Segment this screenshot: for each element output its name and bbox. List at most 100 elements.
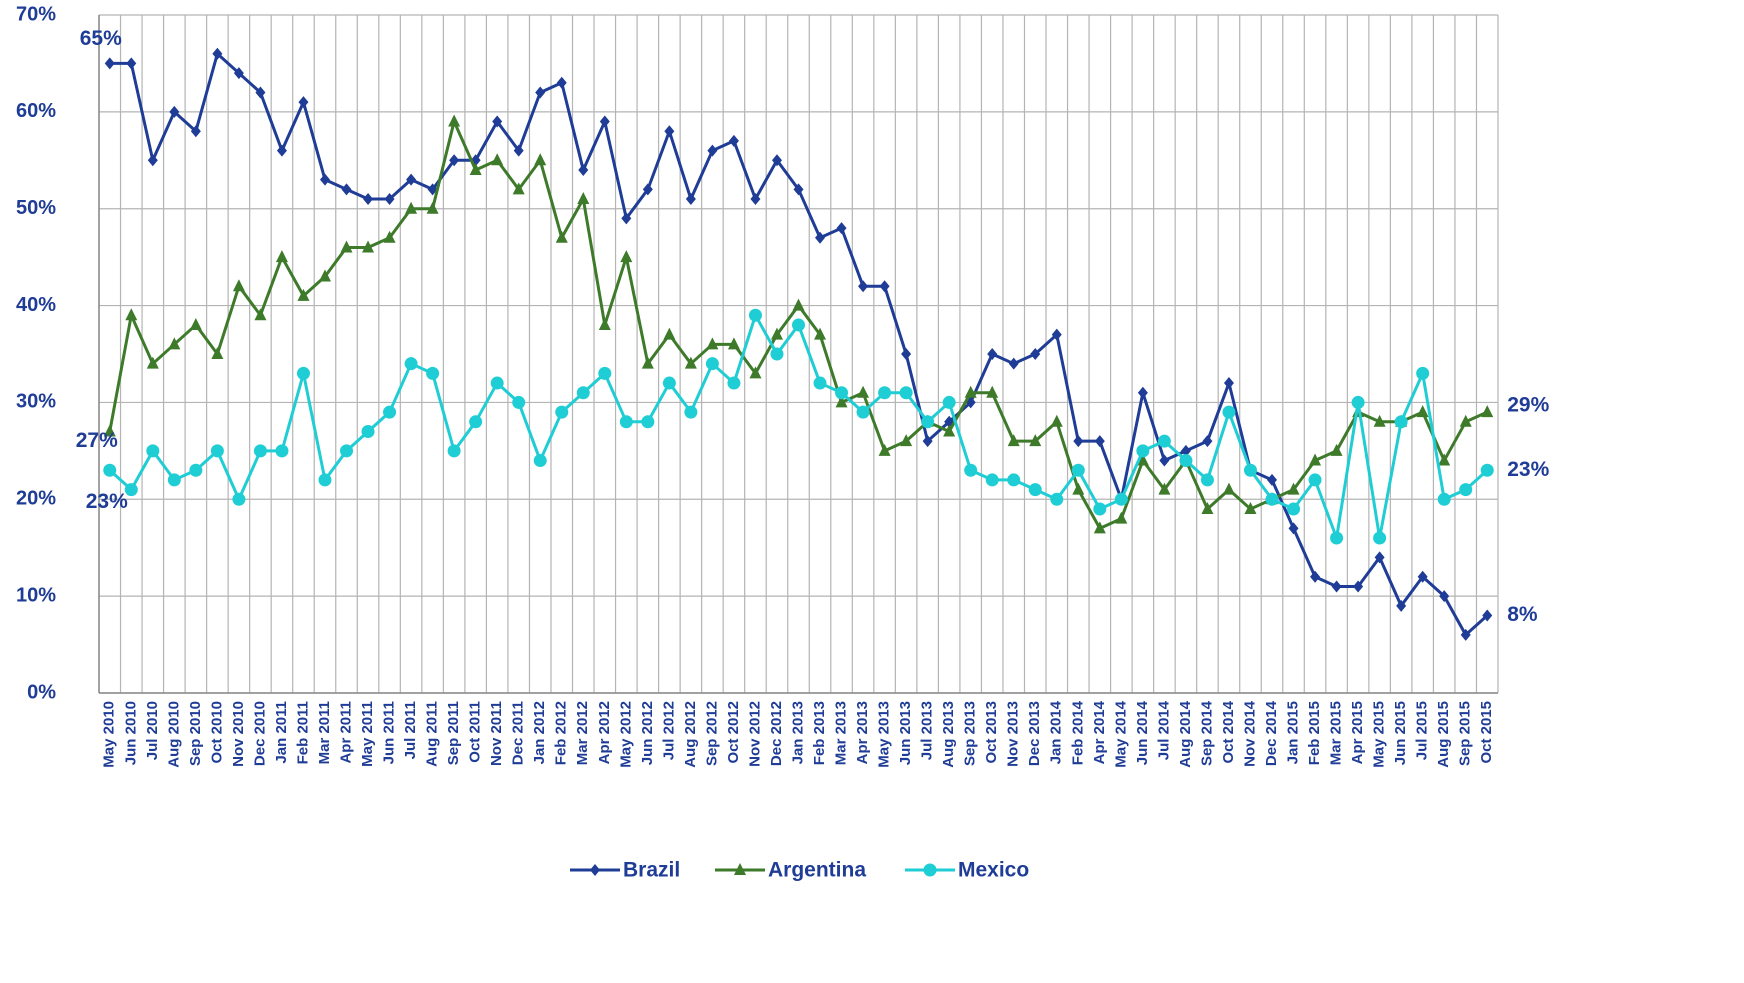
x-tick-label: Mar 2013 <box>833 701 850 765</box>
marker <box>1136 453 1149 466</box>
marker <box>641 356 654 369</box>
marker <box>426 366 440 380</box>
marker <box>1331 580 1342 593</box>
marker <box>168 337 181 350</box>
marker <box>1309 453 1322 466</box>
marker <box>1202 435 1213 448</box>
marker <box>1351 395 1365 409</box>
marker <box>857 385 870 398</box>
marker <box>1137 386 1148 399</box>
marker <box>125 308 138 321</box>
marker <box>706 337 719 350</box>
data-label: 65% <box>80 27 122 50</box>
marker <box>513 144 524 157</box>
marker <box>662 376 676 390</box>
marker <box>899 386 913 400</box>
marker <box>146 444 160 458</box>
marker <box>491 153 504 166</box>
x-tick-label: Jul 2015 <box>1414 701 1431 760</box>
marker <box>1201 501 1214 514</box>
marker <box>103 463 117 477</box>
x-tick-label: Jan 2011 <box>273 701 290 764</box>
marker <box>621 212 632 225</box>
x-tick-label: Jun 2015 <box>1392 701 1409 765</box>
marker <box>533 454 547 468</box>
marker <box>1265 492 1279 506</box>
marker <box>103 424 116 437</box>
marker <box>124 483 138 497</box>
marker <box>1310 570 1321 583</box>
marker <box>1093 521 1106 534</box>
marker <box>169 105 180 118</box>
marker <box>598 317 611 330</box>
marker <box>879 280 890 293</box>
x-tick-label: Feb 2011 <box>294 701 311 764</box>
marker <box>275 444 289 458</box>
marker <box>189 317 202 330</box>
marker <box>1394 415 1408 429</box>
marker <box>1180 444 1191 457</box>
marker <box>835 395 848 408</box>
marker <box>384 193 395 206</box>
x-tick-label: Apr 2015 <box>1349 701 1366 764</box>
marker <box>923 863 937 877</box>
x-tick-label: Dec 2014 <box>1263 700 1280 766</box>
marker <box>1287 502 1301 516</box>
marker <box>1287 482 1300 495</box>
legend-item: Mexico <box>905 859 1029 882</box>
legend-item: Brazil <box>570 859 680 882</box>
marker <box>813 376 827 390</box>
x-tick-label: Aug 2011 <box>424 701 441 767</box>
x-tick-label: Oct 2013 <box>983 701 1000 764</box>
marker <box>535 86 546 99</box>
x-tick-label: Oct 2014 <box>1220 700 1237 763</box>
marker <box>232 492 246 506</box>
x-tick-label: Jun 2010 <box>122 701 139 765</box>
marker <box>1115 511 1128 524</box>
marker <box>707 144 718 157</box>
marker <box>146 356 159 369</box>
x-tick-label: Jul 2014 <box>1155 700 1172 760</box>
marker <box>447 444 461 458</box>
marker <box>512 182 525 195</box>
x-tick-label: Jan 2014 <box>1048 700 1065 764</box>
marker <box>340 444 354 458</box>
x-tick-label: May 2015 <box>1371 701 1388 768</box>
x-tick-label: Jan 2013 <box>789 701 806 764</box>
x-tick-label: Dec 2010 <box>251 701 268 766</box>
x-tick-label: Jan 2012 <box>531 701 548 764</box>
x-tick-label: Nov 2010 <box>230 701 247 767</box>
marker <box>577 192 590 205</box>
marker <box>878 443 891 456</box>
y-tick-label: 10% <box>16 584 56 606</box>
marker <box>190 125 201 138</box>
legend-item: Argentina <box>715 859 866 882</box>
y-tick-label: 50% <box>16 197 56 219</box>
marker <box>1373 414 1386 427</box>
marker <box>792 318 805 332</box>
data-label: 8% <box>1507 603 1538 626</box>
marker <box>792 298 805 311</box>
marker <box>189 463 203 477</box>
marker <box>1459 414 1472 427</box>
marker <box>276 144 287 157</box>
marker <box>771 154 782 167</box>
x-tick-label: Jun 2012 <box>639 701 656 765</box>
x-tick-label: Oct 2010 <box>208 701 225 764</box>
marker <box>1223 377 1234 390</box>
marker <box>383 230 396 243</box>
series-line <box>108 313 1489 540</box>
marker <box>233 67 244 80</box>
data-label: 23% <box>1507 458 1549 481</box>
marker <box>1008 357 1019 370</box>
marker <box>900 434 913 447</box>
marker <box>642 183 653 196</box>
marker <box>835 386 849 400</box>
x-tick-label: Aug 2015 <box>1435 701 1452 768</box>
marker <box>232 279 245 292</box>
marker <box>1159 454 1170 467</box>
marker <box>1050 414 1063 427</box>
marker <box>750 193 761 206</box>
x-tick-label: Apr 2014 <box>1091 700 1108 764</box>
